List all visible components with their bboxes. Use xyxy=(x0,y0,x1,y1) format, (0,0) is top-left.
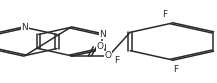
Text: N: N xyxy=(99,44,106,53)
Text: F: F xyxy=(173,65,178,74)
Text: F: F xyxy=(115,56,120,65)
Text: N: N xyxy=(99,30,106,39)
Text: F: F xyxy=(162,10,168,19)
Text: O: O xyxy=(105,51,112,60)
Text: N: N xyxy=(21,23,28,32)
Text: O: O xyxy=(97,42,104,51)
